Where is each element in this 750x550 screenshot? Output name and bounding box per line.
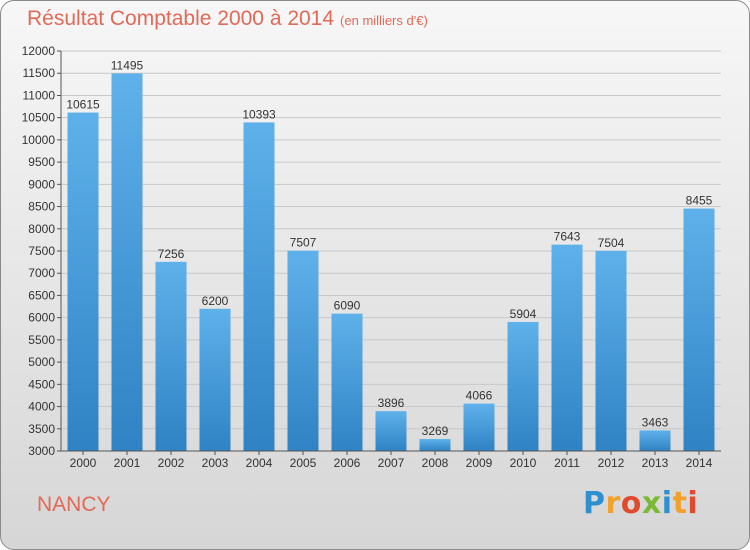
x-axis: 2000 2001 2002 2003 2004 2005 2006 2007 2008 2009… [61,450,721,470]
y-tick-label: 8500 [28,200,55,214]
y-tick-label: 10000 [22,133,56,147]
proxiti-logo: Proxiti [583,486,698,521]
chart-title-text: Résultat Comptable 2000 à 2014 [27,7,335,30]
x-tick-label: 2012 [598,456,625,470]
x-tick-label: 2001 [114,456,141,470]
data-label: 7256 [158,247,185,261]
y-tick-label: 11500 [23,66,56,80]
y-tick-label: 7500 [28,244,55,258]
data-labels: 10615 11495 7256 6200 10393 7507 6090 3896 3269 4… [66,58,712,438]
y-tick-label: 9000 [28,177,55,191]
bar-2009 [463,403,495,451]
bar-2001 [111,73,143,451]
data-label: 3463 [642,415,669,429]
bar-2010 [507,321,539,451]
data-label: 10615 [66,98,100,112]
x-tick-label: 2014 [686,456,713,470]
bar-2000 [67,112,99,452]
data-label: 5904 [510,307,537,321]
data-label: 7507 [290,236,317,250]
x-tick-label: 2011 [554,456,580,470]
chart-title: Résultat Comptable 2000 à 2014 (en millie… [27,7,428,31]
logo-letter: P [583,486,606,521]
y-tick-label: 4500 [28,377,55,391]
x-tick-label: 2004 [246,456,273,470]
y-tick-label: 7000 [28,266,55,280]
bar-2008 [419,439,451,451]
x-tick-label: 2007 [378,456,405,470]
bar-2011 [551,244,583,451]
data-label: 7643 [554,230,581,244]
y-tick-label: 5500 [28,333,55,347]
logo-letter: i [687,486,699,521]
x-tick-label: 2013 [642,456,669,470]
data-label: 3896 [378,396,405,410]
x-tick-label: 2010 [510,456,537,470]
y-tick-label: 8000 [28,222,55,236]
y-tick-label: 10500 [22,111,56,125]
y-tick-label: 6000 [28,311,55,325]
bars [67,73,715,452]
x-tick-label: 2003 [202,456,229,470]
bar-2003 [199,308,231,451]
bar-2005 [287,250,319,451]
chart-subtitle: (en milliers d'€) [340,13,428,28]
logo-letter: o [620,486,642,521]
logo-letter: x [641,486,662,521]
bar-2014 [683,208,715,451]
x-tick-label: 2008 [422,456,449,470]
bar-2007 [375,411,407,451]
y-tick-label: 3000 [28,444,55,458]
data-label: 4066 [466,389,493,403]
y-axis: 3000 3500 4000 4500 5000 5500 6000 6500 7000 7500… [22,44,62,458]
data-label: 7504 [598,236,625,250]
bar-2013 [639,430,671,451]
y-tick-label: 4000 [28,400,55,414]
bar-2012 [595,250,627,451]
data-label: 8455 [686,194,713,208]
city-name: NANCY [37,493,111,516]
logo-letter: i [661,486,673,521]
bar-2006 [331,313,363,451]
data-label: 10393 [242,107,276,121]
bar-2002 [155,261,187,451]
x-tick-label: 2002 [158,456,185,470]
y-tick-label: 6500 [28,288,55,302]
logo-letter: r [605,486,621,521]
bar-2004 [243,122,275,451]
data-label: 6090 [334,299,361,313]
y-tick-label: 5000 [28,355,55,369]
x-tick-label: 2006 [334,456,361,470]
x-tick-label: 2000 [70,456,97,470]
y-tick-label: 12000 [22,44,56,58]
data-label: 11495 [111,58,144,72]
y-tick-label: 3500 [28,422,55,436]
x-tick-label: 2009 [466,456,493,470]
x-tick-label: 2005 [290,456,317,470]
y-tick-label: 9500 [28,155,55,169]
y-tick-label: 11000 [23,88,56,102]
data-label: 3269 [422,424,449,438]
logo-letter: t [672,486,688,521]
data-label: 6200 [202,294,229,308]
